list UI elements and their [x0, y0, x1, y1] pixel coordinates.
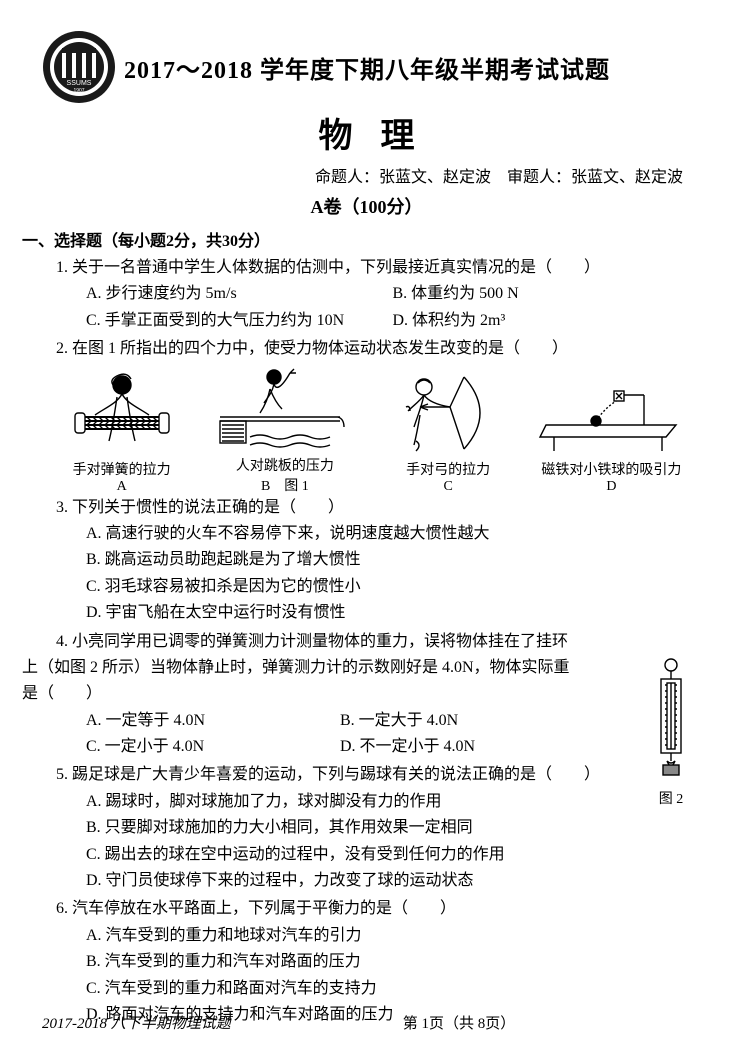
question-4: 4. 小亮同学用已调零的弹簧测力计测量物体的重力，误将物体挂在了挂环 上（如图 …	[42, 629, 691, 761]
authors-names-2: 张蓝文、赵定波	[571, 169, 683, 186]
q5-stem: 5. 踢足球是广大青少年喜爱的运动，下列与踢球有关的说法正确的是（ ）	[56, 762, 691, 788]
q3-stem: 3. 下列关于惯性的说法正确的是（ ）	[56, 495, 691, 521]
q5-opt-a: A. 踢球时，脚对球施加了力，球对脚没有力的作用	[86, 789, 691, 815]
q4-stem-line1: 4. 小亮同学用已调零的弹簧测力计测量物体的重力，误将物体挂在了挂环	[42, 629, 691, 655]
q6-opt-c: C. 汽车受到的重力和路面对汽车的支持力	[86, 976, 691, 1002]
question-6: 6. 汽车停放在水平路面上，下列属于平衡力的是（ ） A. 汽车受到的重力和地球…	[42, 896, 691, 1028]
school-logo: SSUMS 1907	[42, 30, 116, 104]
fig1a-label: A	[42, 479, 201, 495]
section-heading: 一、选择题（每小题2分，共30分）	[22, 227, 691, 251]
q1-opt-d: D. 体积约为 2m³	[393, 308, 692, 334]
figure-1c: 手对弓的拉力 C	[369, 371, 528, 495]
q3-opt-c: C. 羽毛球容易被扣杀是因为它的惯性小	[86, 574, 691, 600]
q1-opt-b: B. 体重约为 500 N	[393, 281, 692, 307]
fig1b-caption: 人对跳板的压力	[205, 455, 364, 475]
q4-stem-line3: 是（ ）	[22, 681, 691, 707]
q6-stem: 6. 汽车停放在水平路面上，下列属于平衡力的是（ ）	[56, 896, 691, 922]
q4-opt-d: D. 不一定小于 4.0N	[340, 734, 586, 760]
figure-2-label: 图 2	[649, 788, 693, 811]
footer-left: 2017-2018 八下半期物理试题	[42, 1012, 231, 1033]
q5-opt-c: C. 踢出去的球在空中运动的过程中，没有受到任何力的作用	[86, 842, 691, 868]
question-1: 1. 关于一名普通中学生人体数据的估测中，下列最接近真实情况的是（ ） A. 步…	[42, 255, 691, 334]
paper-line: A卷（100分）	[42, 193, 691, 219]
fig1c-label: C	[369, 479, 528, 495]
figure-1-row: 手对弹簧的拉力 A	[42, 367, 691, 495]
q6-opt-a: A. 汽车受到的重力和地球对汽车的引力	[86, 923, 691, 949]
subject-title: 物理	[42, 108, 691, 157]
q4-opt-b: B. 一定大于 4.0N	[340, 708, 586, 734]
q1-opt-a: A. 步行速度约为 5m/s	[86, 281, 385, 307]
q4-opt-c: C. 一定小于 4.0N	[86, 734, 332, 760]
q4-stem-line2: 上（如图 2 所示）当物体静止时，弹簧测力计的示数刚好是 4.0N，物体实际重	[22, 655, 691, 681]
q5-opt-b: B. 只要脚对球施加的力大小相同，其作用效果一定相同	[86, 815, 691, 841]
figure-1a: 手对弹簧的拉力 A	[42, 371, 201, 495]
figure-2: 图 2	[649, 657, 693, 811]
header-row: SSUMS 1907 2017～2018 学年度下期八年级半期考试试题	[42, 30, 691, 104]
q5-opt-d: D. 守门员使球停下来的过程中，力改变了球的运动状态	[86, 868, 691, 894]
authors-row: 命题人：张蓝文、赵定波 审题人：张蓝文、赵定波	[42, 163, 691, 187]
q2-stem: 2. 在图 1 所指出的四个力中，使受力物体运动状态发生改变的是（ ）	[56, 336, 691, 362]
q3-opt-b: B. 跳高运动员助跑起跳是为了增大惯性	[86, 547, 691, 573]
figure-1d: 磁铁对小铁球的吸引力 D	[532, 371, 691, 495]
exam-title: 2017～2018 学年度下期八年级半期考试试题	[124, 50, 610, 85]
authors-label-1: 命题人：	[315, 169, 379, 186]
q3-opt-a: A. 高速行驶的火车不容易停下来，说明速度越大惯性越大	[86, 521, 691, 547]
q3-opt-d: D. 宇宙飞船在太空中运行时没有惯性	[86, 600, 691, 626]
page-container: SSUMS 1907 2017～2018 学年度下期八年级半期考试试题 物理 命…	[0, 0, 733, 1028]
fig1c-caption: 手对弓的拉力	[369, 459, 528, 479]
q1-stem: 1. 关于一名普通中学生人体数据的估测中，下列最接近真实情况的是（ ）	[56, 255, 691, 281]
page-footer: 2017-2018 八下半期物理试题 第 1页（共 8页）	[42, 1012, 691, 1033]
fig1b-label: B	[261, 479, 270, 494]
authors-label-2: 审题人：	[507, 169, 571, 186]
fig1-label: 图 1	[284, 479, 309, 494]
footer-center: 第 1页（共 8页）	[403, 1012, 516, 1033]
question-2: 2. 在图 1 所指出的四个力中，使受力物体运动状态发生改变的是（ ）	[42, 336, 691, 362]
footer-right-spacer	[687, 1012, 691, 1033]
fig1d-caption: 磁铁对小铁球的吸引力	[532, 459, 691, 479]
fig1d-label: D	[532, 479, 691, 495]
logo-text: SSUMS	[67, 80, 92, 87]
question-5: 5. 踢足球是广大青少年喜爱的运动，下列与踢球有关的说法正确的是（ ） A. 踢…	[42, 762, 691, 894]
q4-opt-a: A. 一定等于 4.0N	[86, 708, 332, 734]
figure-1b: 人对跳板的压力 B 图 1	[205, 367, 364, 495]
question-3: 3. 下列关于惯性的说法正确的是（ ） A. 高速行驶的火车不容易停下来，说明速…	[42, 495, 691, 627]
q1-opt-c: C. 手掌正面受到的大气压力约为 10N	[86, 308, 385, 334]
logo-year: 1907	[73, 88, 84, 94]
authors-names-1: 张蓝文、赵定波	[379, 169, 491, 186]
q6-opt-b: B. 汽车受到的重力和汽车对路面的压力	[86, 949, 691, 975]
fig1a-caption: 手对弹簧的拉力	[42, 459, 201, 479]
